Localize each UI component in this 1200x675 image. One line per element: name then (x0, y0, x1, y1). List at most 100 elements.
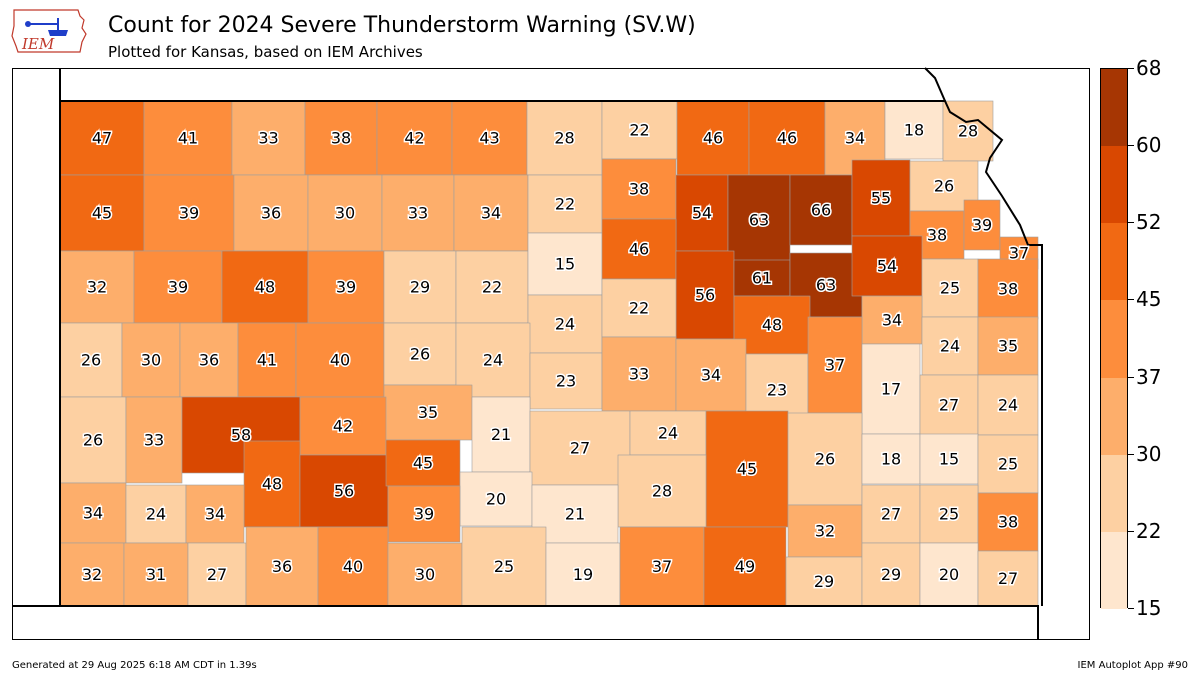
county-count-label: 48 (255, 278, 275, 297)
county-cell (237, 322, 297, 398)
colorbar-tick-label: 22 (1136, 518, 1162, 543)
county-cell (179, 322, 239, 398)
county-cell (675, 338, 747, 412)
colorbar-tick-label: 52 (1136, 210, 1162, 235)
county-count-label: 39 (168, 278, 188, 297)
county-cell (787, 504, 863, 558)
county-count-label: 26 (410, 345, 430, 364)
map-subtitle: Plotted for Kansas, based on IEM Archive… (108, 43, 423, 61)
county-cell (387, 542, 463, 607)
county-count-label: 42 (333, 417, 353, 436)
county-cell (919, 433, 979, 485)
county-cell (733, 259, 791, 297)
county-count-label: 38 (998, 513, 1018, 532)
county-cell (675, 250, 735, 340)
county-count-label: 39 (179, 204, 199, 223)
county-count-label: 20 (486, 490, 506, 509)
county-count-label: 15 (555, 255, 575, 274)
county-count-label: 23 (556, 372, 576, 391)
county-count-label: 22 (482, 278, 502, 297)
county-count-label: 35 (998, 337, 1018, 356)
county-cell (59, 482, 127, 544)
county-cell (977, 492, 1039, 552)
county-cell (383, 384, 473, 441)
colorbar-segment (1101, 377, 1127, 455)
county-count-label: 38 (998, 280, 1018, 299)
county-count-label: 56 (334, 482, 354, 501)
county-count-label: 33 (629, 365, 649, 384)
county-count-label: 24 (146, 505, 166, 524)
county-cell (705, 410, 789, 528)
county-cell (601, 336, 677, 412)
county-count-label: 30 (415, 565, 435, 584)
county-count-label: 25 (939, 505, 959, 524)
county-cell (919, 542, 979, 607)
county-cell (451, 100, 528, 176)
county-count-label: 34 (205, 505, 225, 524)
county-count-label: 29 (410, 278, 430, 297)
county-count-label: 20 (939, 565, 959, 584)
county-count-label: 27 (570, 439, 590, 458)
county-count-label: 22 (629, 121, 649, 140)
colorbar-tick (1128, 530, 1134, 532)
county-count-label: 24 (555, 315, 575, 334)
county-count-label: 46 (629, 240, 649, 259)
county-count-label: 26 (83, 431, 103, 450)
county-count-label: 29 (814, 572, 834, 591)
county-count-label: 28 (652, 482, 672, 501)
county-count-label: 33 (258, 129, 278, 148)
county-cell (221, 250, 309, 324)
county-count-label: 34 (845, 129, 865, 148)
county-cell (187, 542, 247, 607)
county-cell (861, 343, 921, 435)
colorbar-tick (1128, 299, 1134, 301)
county-count-label: 25 (940, 279, 960, 298)
county-count-label: 45 (737, 460, 757, 479)
county-count-label: 34 (481, 204, 501, 223)
county-count-label: 37 (825, 356, 845, 375)
county-count-label: 32 (87, 278, 107, 297)
county-cell (455, 250, 529, 324)
colorbar-tick-label: 68 (1136, 56, 1162, 80)
county-cell (143, 174, 235, 252)
colorbar-tick-label: 30 (1136, 441, 1162, 466)
county-count-label: 38 (629, 180, 649, 199)
county-cell (977, 550, 1039, 607)
county-count-label: 56 (695, 286, 715, 305)
county-cell (231, 100, 306, 176)
county-count-label: 61 (752, 269, 772, 288)
county-cell (245, 526, 319, 607)
county-count-label: 46 (777, 129, 797, 148)
county-count-label: 42 (404, 129, 424, 148)
county-cell (233, 174, 309, 252)
county-count-label: 39 (972, 216, 992, 235)
county-cell (526, 100, 603, 176)
county-cell (383, 250, 457, 324)
county-count-label: 24 (483, 351, 503, 370)
county-count-label: 37 (652, 557, 672, 576)
colorbar-segment (1101, 69, 1127, 147)
county-count-label: 45 (413, 454, 433, 473)
colorbar-segment (1101, 454, 1127, 532)
county-cell (299, 396, 387, 456)
county-count-label: 24 (998, 396, 1018, 415)
county-count-label: 18 (904, 121, 924, 140)
county-count-label: 30 (335, 204, 355, 223)
county-cell (295, 322, 385, 398)
county-count-label: 31 (146, 565, 166, 584)
county-cell (861, 295, 923, 345)
county-count-label: 36 (272, 557, 292, 576)
county-cell (807, 316, 863, 414)
county-count-label: 36 (261, 204, 281, 223)
county-cell (851, 235, 923, 297)
county-count-label: 48 (762, 316, 782, 335)
colorbar-segment (1101, 531, 1127, 609)
county-count-label: 47 (92, 129, 112, 148)
county-cell (59, 250, 135, 324)
county-count-label: 63 (816, 276, 836, 295)
county-cell (727, 174, 791, 266)
county-cell (675, 174, 729, 252)
county-count-label: 32 (815, 522, 835, 541)
county-count-label: 66 (811, 201, 831, 220)
county-count-label: 43 (479, 129, 499, 148)
